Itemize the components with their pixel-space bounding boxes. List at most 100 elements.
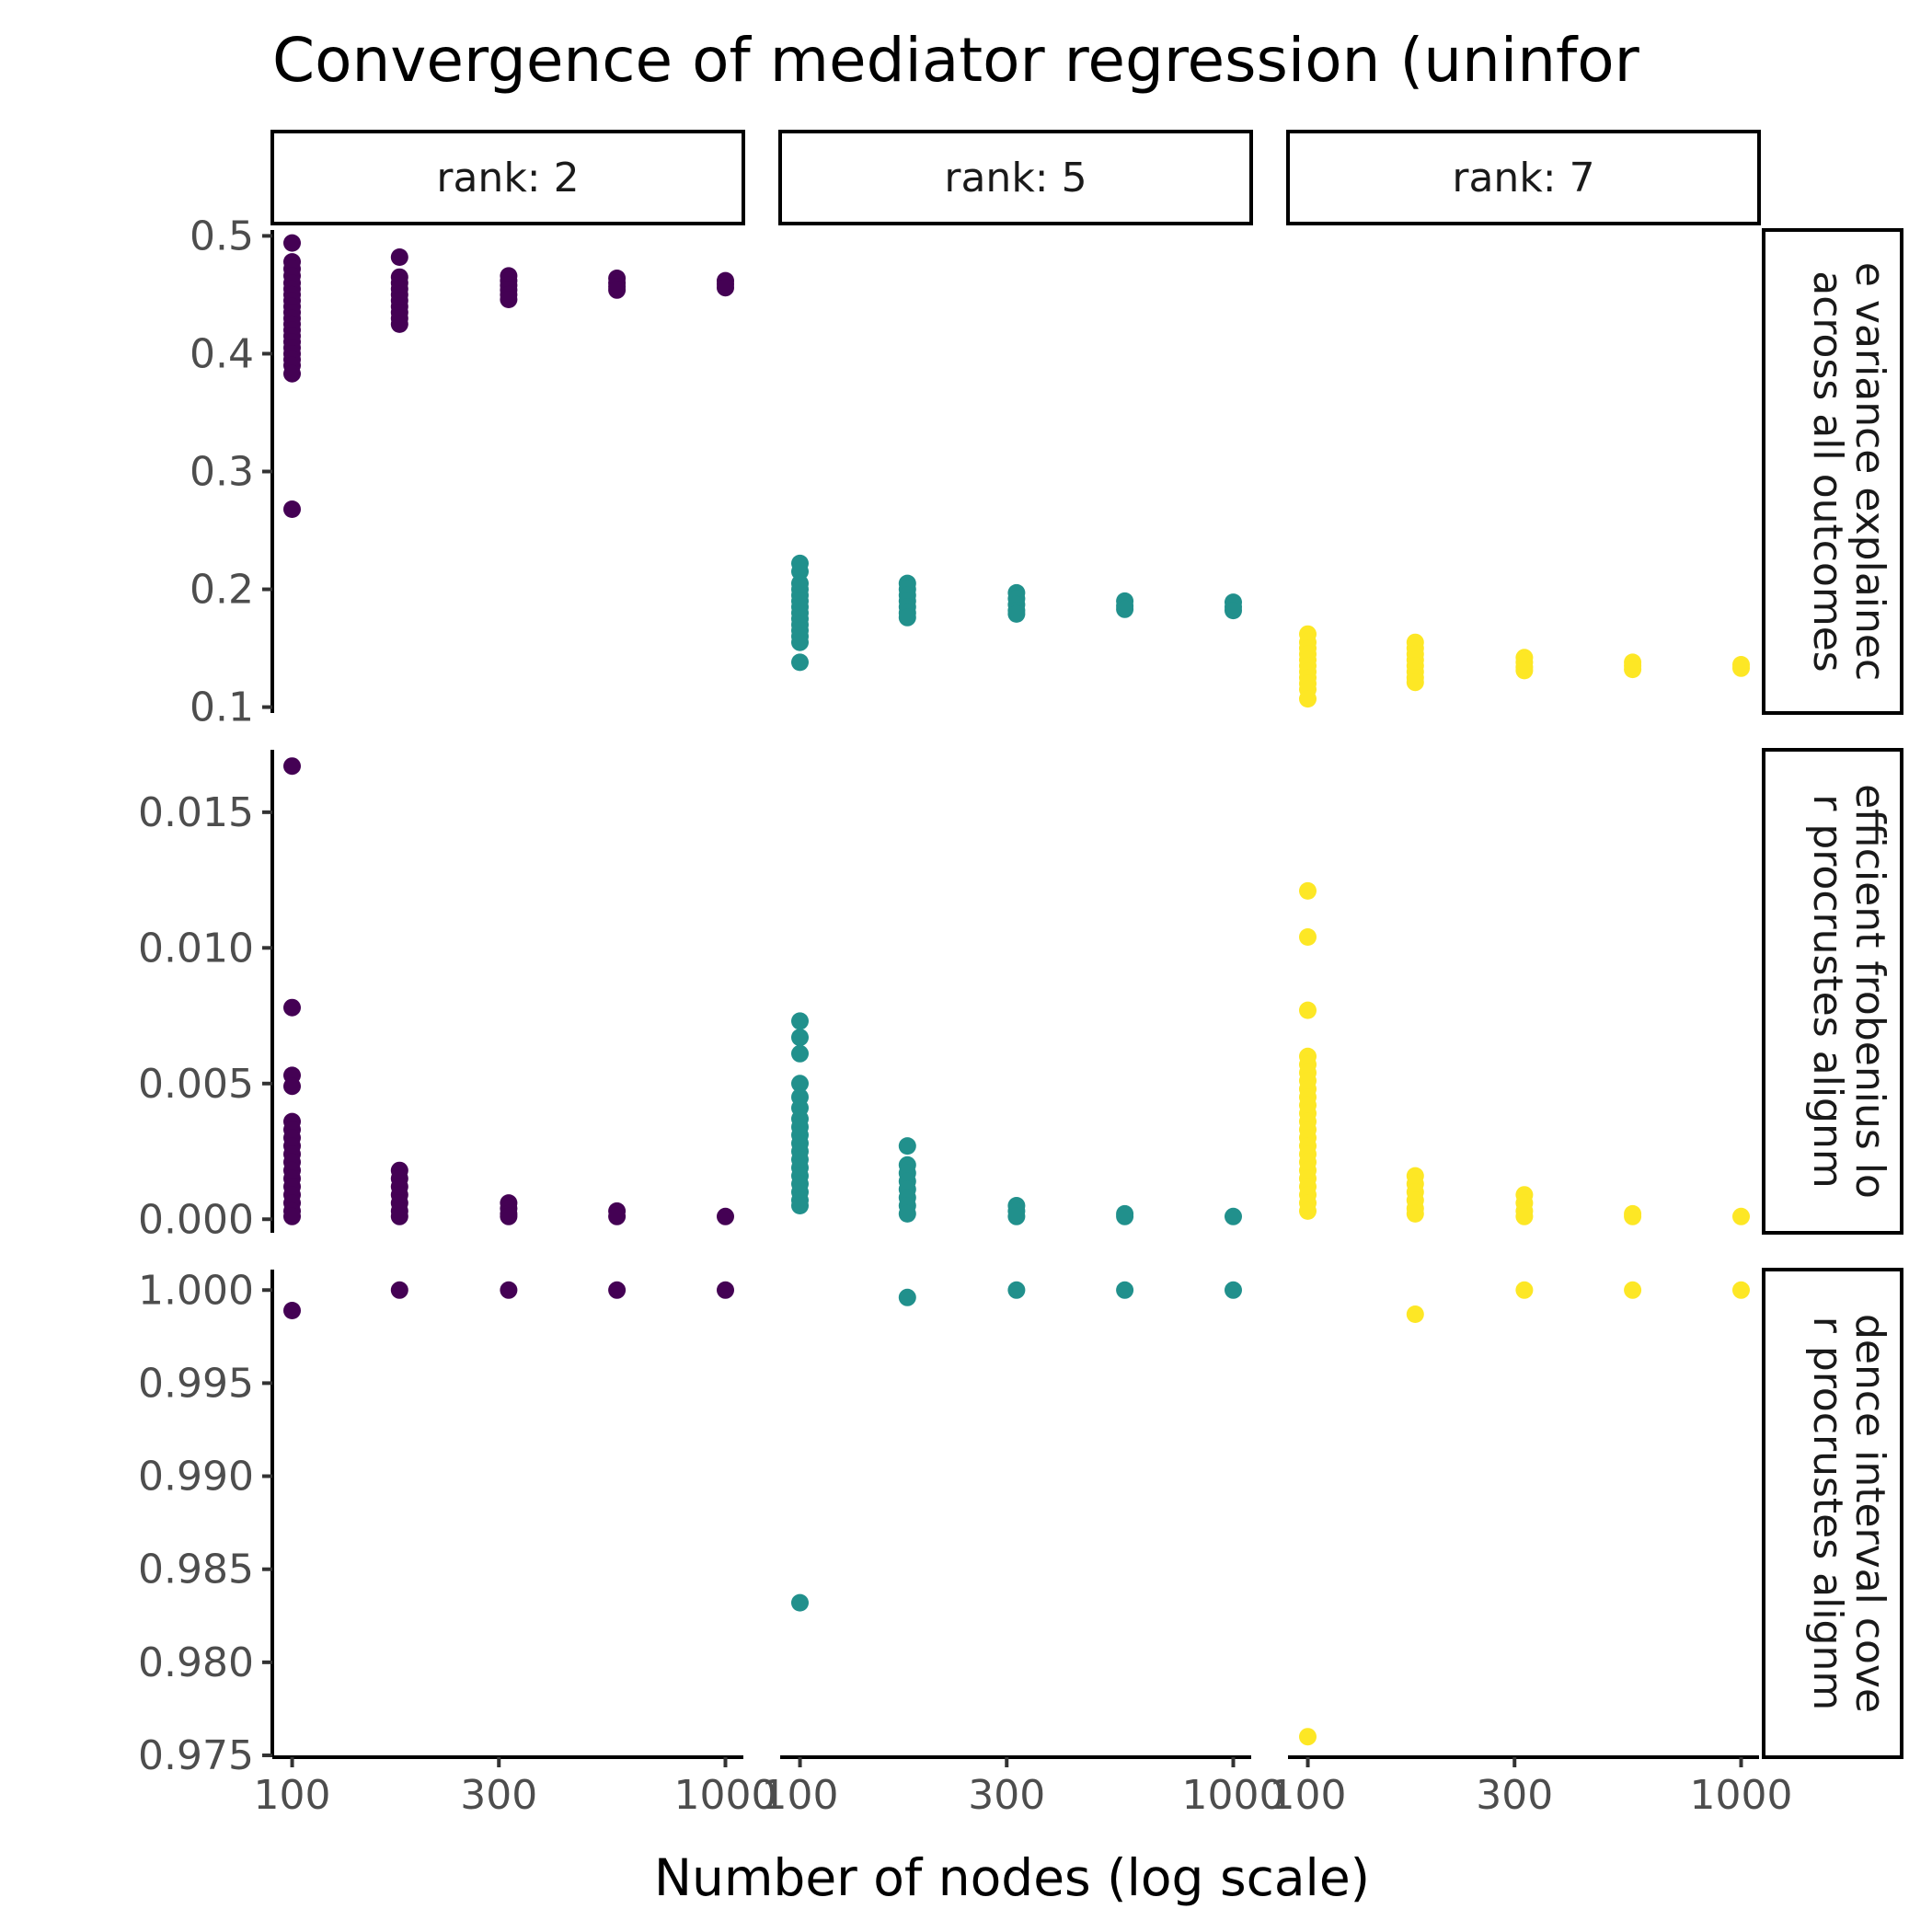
row-strip-box <box>1762 748 1903 1235</box>
data-point <box>283 1207 301 1225</box>
data-point <box>791 1029 809 1047</box>
data-point <box>608 1281 627 1299</box>
data-point <box>898 1137 916 1156</box>
row-strip-label: r procrustes alignm <box>1804 794 1851 1188</box>
y-tick-label: 0.1 <box>190 684 254 731</box>
x-tick-label: 100 <box>1270 1772 1347 1819</box>
data-point <box>791 1044 809 1063</box>
data-point <box>1299 881 1317 900</box>
data-point <box>608 1207 627 1225</box>
row-strip-label: efficient frobenius lo <box>1846 784 1893 1199</box>
y-tick-label: 1.000 <box>138 1267 254 1314</box>
y-tick-label: 0.3 <box>190 449 254 496</box>
data-point <box>1299 1728 1317 1746</box>
data-point <box>1732 659 1750 677</box>
data-point <box>1624 661 1642 679</box>
data-point <box>717 1207 734 1225</box>
data-point <box>1406 673 1424 692</box>
y-tick-label: 0.010 <box>138 925 254 972</box>
y-tick-label: 0.990 <box>138 1454 254 1501</box>
data-point <box>1624 1281 1642 1299</box>
y-tick-label: 0.4 <box>190 330 254 377</box>
chart-title: Convergence of mediator regression (unin… <box>272 25 1640 96</box>
data-point <box>1299 1202 1317 1220</box>
data-point <box>717 279 734 297</box>
data-point <box>390 1281 408 1299</box>
data-point <box>500 1207 518 1225</box>
column-strip-box <box>1286 130 1761 225</box>
y-tick-label: 0.015 <box>138 789 254 836</box>
y-tick-label: 0.000 <box>138 1196 254 1243</box>
x-tick-label: 100 <box>254 1772 331 1819</box>
data-point <box>390 315 408 333</box>
y-tick-label: 0.005 <box>138 1061 254 1108</box>
data-point <box>791 633 809 651</box>
data-point <box>608 281 627 299</box>
data-point <box>1116 1207 1134 1225</box>
data-point <box>791 1012 809 1030</box>
facet-panels <box>283 234 1750 1746</box>
data-point <box>791 1197 809 1214</box>
x-tick-label: 300 <box>968 1772 1045 1819</box>
y-tick-label: 0.5 <box>190 213 254 259</box>
data-point <box>1732 1281 1750 1299</box>
data-point <box>1515 661 1534 680</box>
data-point <box>1225 1281 1242 1299</box>
data-point <box>791 1593 809 1612</box>
row-strip-label: r procrustes alignm <box>1804 1317 1851 1710</box>
data-point <box>1299 690 1317 708</box>
data-point <box>791 653 809 672</box>
data-point <box>500 291 518 308</box>
x-tick-label: 1000 <box>1182 1772 1285 1819</box>
y-tick-label: 0.975 <box>138 1732 254 1779</box>
data-point <box>1116 600 1134 618</box>
data-point <box>283 998 301 1017</box>
data-point <box>898 608 916 627</box>
data-point <box>1007 1207 1026 1225</box>
column-strip-label: rank: 7 <box>1452 155 1594 201</box>
row-strip-label: dence interval cove <box>1846 1314 1893 1713</box>
y-tick-label: 0.980 <box>138 1639 254 1686</box>
data-point <box>283 500 301 518</box>
y-tick-label: 0.2 <box>190 567 254 614</box>
data-point <box>898 1204 916 1223</box>
data-point <box>1732 1207 1750 1225</box>
column-strip-box <box>778 130 1253 225</box>
data-point <box>1225 602 1242 620</box>
data-point <box>390 248 408 266</box>
y-tick-label: 0.985 <box>138 1547 254 1593</box>
x-tick-label: 100 <box>762 1772 839 1819</box>
data-point <box>791 1075 809 1093</box>
data-point <box>1515 1207 1534 1225</box>
data-point <box>1116 1281 1134 1299</box>
data-point <box>1406 1204 1424 1223</box>
row-strip-box <box>1762 1268 1903 1759</box>
column-strip-box <box>270 130 745 225</box>
row-strip-box <box>1762 228 1903 715</box>
data-point <box>283 1302 301 1319</box>
data-point <box>898 1288 916 1306</box>
data-point <box>283 757 301 776</box>
data-point <box>1225 1207 1242 1225</box>
data-point <box>283 234 301 252</box>
column-strips: rank: 2 rank: 5 rank: 7 <box>270 130 1761 225</box>
y-axes: 0.1 0.2 0.3 0.4 0.5 0.000 0.005 0.010 0.015 0.975… <box>138 213 274 1779</box>
x-tick-label: 300 <box>1476 1772 1553 1819</box>
row-strip-label: e variance explainec <box>1846 262 1893 681</box>
data-point <box>1515 1281 1534 1299</box>
data-point <box>500 1281 518 1299</box>
y-tick-label: 0.995 <box>138 1360 254 1407</box>
data-point <box>1299 1001 1317 1019</box>
row-strip-label: across all outcomes <box>1804 270 1851 672</box>
data-point <box>283 1077 301 1096</box>
data-point <box>1299 928 1317 946</box>
data-point <box>717 1281 734 1299</box>
data-point <box>1406 1305 1424 1323</box>
x-tick-label: 1000 <box>1690 1772 1793 1819</box>
data-point <box>283 364 301 383</box>
x-tick-label: 1000 <box>674 1772 777 1819</box>
column-strip-label: rank: 2 <box>436 155 579 201</box>
data-point <box>1007 1281 1026 1299</box>
